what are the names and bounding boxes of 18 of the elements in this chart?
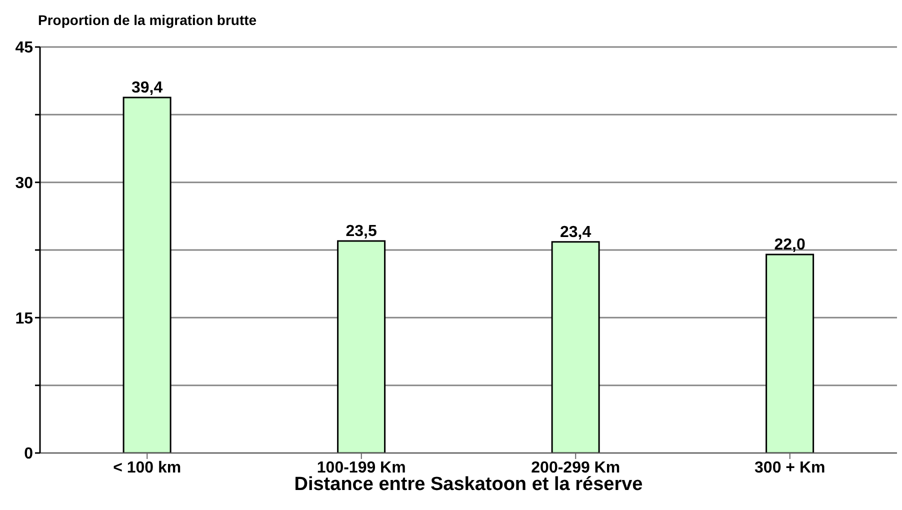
data-label: 23,5 (346, 222, 377, 240)
y-tick-label: 15 (15, 310, 34, 328)
data-label: 39,4 (131, 80, 163, 97)
bar (122, 96, 172, 453)
bar (551, 241, 600, 453)
bar (337, 240, 386, 453)
x-axis-title: Distance entre Saskatoon et la réserve (294, 474, 643, 495)
x-tick-label: 200-299 Km (531, 459, 620, 476)
data-label: 22,0 (774, 236, 806, 254)
data-label: 23,4 (560, 224, 592, 241)
y-tick-label: 30 (15, 175, 34, 192)
y-tick-label: 45 (15, 40, 34, 57)
x-tick-label: 300 + Km (754, 459, 826, 476)
bar (766, 254, 814, 453)
x-tick-label: 100-199 Km (316, 459, 406, 476)
chart-title: Proportion de la migration brutte (38, 12, 257, 28)
y-tick-label: 0 (24, 446, 34, 463)
x-tick-label: < 100 km (113, 459, 182, 476)
